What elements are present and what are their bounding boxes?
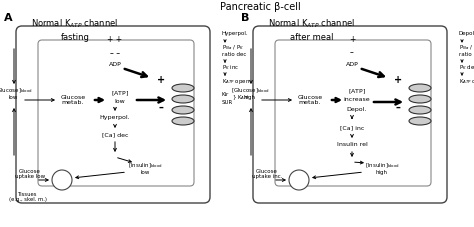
Text: K$_{ATP}$ open: K$_{ATP}$ open — [222, 76, 250, 86]
Text: [ATP]$_{\mathrm{}}$
low: [ATP]$_{\mathrm{}}$ low — [111, 90, 129, 104]
Text: [ATP]$_{\mathrm{}}$
increase: [ATP]$_{\mathrm{}}$ increase — [344, 88, 370, 102]
Text: SUR: SUR — [222, 99, 233, 104]
Text: Kir: Kir — [222, 91, 229, 96]
Text: [Glucose]$_{\mathrm{blood}}$
low: [Glucose]$_{\mathrm{blood}}$ low — [0, 86, 32, 100]
Text: Hyperpol.: Hyperpol. — [222, 30, 249, 35]
Text: Glucose
metab.: Glucose metab. — [61, 95, 86, 105]
Text: } K$_{ATP}$: } K$_{ATP}$ — [232, 94, 250, 102]
Text: Hyperpol.: Hyperpol. — [100, 116, 130, 121]
Text: ADP: ADP — [346, 62, 358, 67]
Text: Glucose
uptake inc.: Glucose uptake inc. — [252, 169, 282, 179]
Text: – –: – – — [110, 49, 120, 57]
Text: +: + — [157, 75, 165, 85]
Text: Insulin rel: Insulin rel — [337, 143, 367, 148]
Text: Glucose
uptake low: Glucose uptake low — [15, 169, 45, 179]
Text: –: – — [350, 49, 354, 57]
Text: Depol.: Depol. — [459, 30, 474, 35]
Text: Normal K$_{ATP}$ channel
fasting: Normal K$_{ATP}$ channel fasting — [31, 18, 118, 42]
Ellipse shape — [409, 84, 431, 92]
Text: [Glucose]$_{\mathrm{blood}}$
high: [Glucose]$_{\mathrm{blood}}$ high — [231, 86, 269, 100]
Text: B: B — [241, 13, 249, 23]
Text: [Insulin]$_{\mathrm{blood}}$
high: [Insulin]$_{\mathrm{blood}}$ high — [365, 161, 400, 175]
Ellipse shape — [409, 117, 431, 125]
FancyBboxPatch shape — [275, 40, 431, 186]
Text: Pancreatic β-cell: Pancreatic β-cell — [219, 2, 301, 12]
Text: [Ca] inc: [Ca] inc — [340, 126, 364, 131]
FancyBboxPatch shape — [253, 26, 447, 203]
Ellipse shape — [172, 106, 194, 114]
Text: Normal K$_{ATP}$ channel
after meal: Normal K$_{ATP}$ channel after meal — [268, 18, 356, 42]
Text: –: – — [159, 103, 164, 113]
Text: P$_{K}$ dec: P$_{K}$ dec — [459, 64, 474, 72]
Text: ADP: ADP — [109, 62, 121, 67]
Ellipse shape — [409, 95, 431, 103]
Text: Glucose
metab.: Glucose metab. — [298, 95, 323, 105]
Ellipse shape — [172, 95, 194, 103]
Circle shape — [52, 170, 72, 190]
Text: +: + — [394, 75, 402, 85]
Ellipse shape — [409, 106, 431, 114]
Text: [Ca] dec: [Ca] dec — [102, 133, 128, 138]
Text: P$_{K}$ inc: P$_{K}$ inc — [222, 64, 239, 72]
Text: Tissues
(e.g., skel. m.): Tissues (e.g., skel. m.) — [9, 192, 47, 202]
FancyBboxPatch shape — [38, 40, 194, 186]
FancyBboxPatch shape — [16, 26, 210, 203]
Ellipse shape — [172, 84, 194, 92]
Ellipse shape — [172, 117, 194, 125]
Text: K$_{ATP}$ closed: K$_{ATP}$ closed — [459, 78, 474, 86]
Text: +: + — [349, 35, 355, 44]
Text: + +: + + — [108, 35, 123, 44]
Text: Depol.: Depol. — [347, 108, 367, 113]
Text: [Insulin]$_{\mathrm{blood}}$
low: [Insulin]$_{\mathrm{blood}}$ low — [128, 161, 163, 175]
Text: –: – — [396, 103, 401, 113]
Text: P$_{Na}$ / P$_{K}$
ratio inc: P$_{Na}$ / P$_{K}$ ratio inc — [459, 43, 474, 57]
Text: P$_{Na}$ / P$_{K}$
ratio dec: P$_{Na}$ / P$_{K}$ ratio dec — [222, 43, 246, 57]
Circle shape — [289, 170, 309, 190]
Text: A: A — [4, 13, 13, 23]
